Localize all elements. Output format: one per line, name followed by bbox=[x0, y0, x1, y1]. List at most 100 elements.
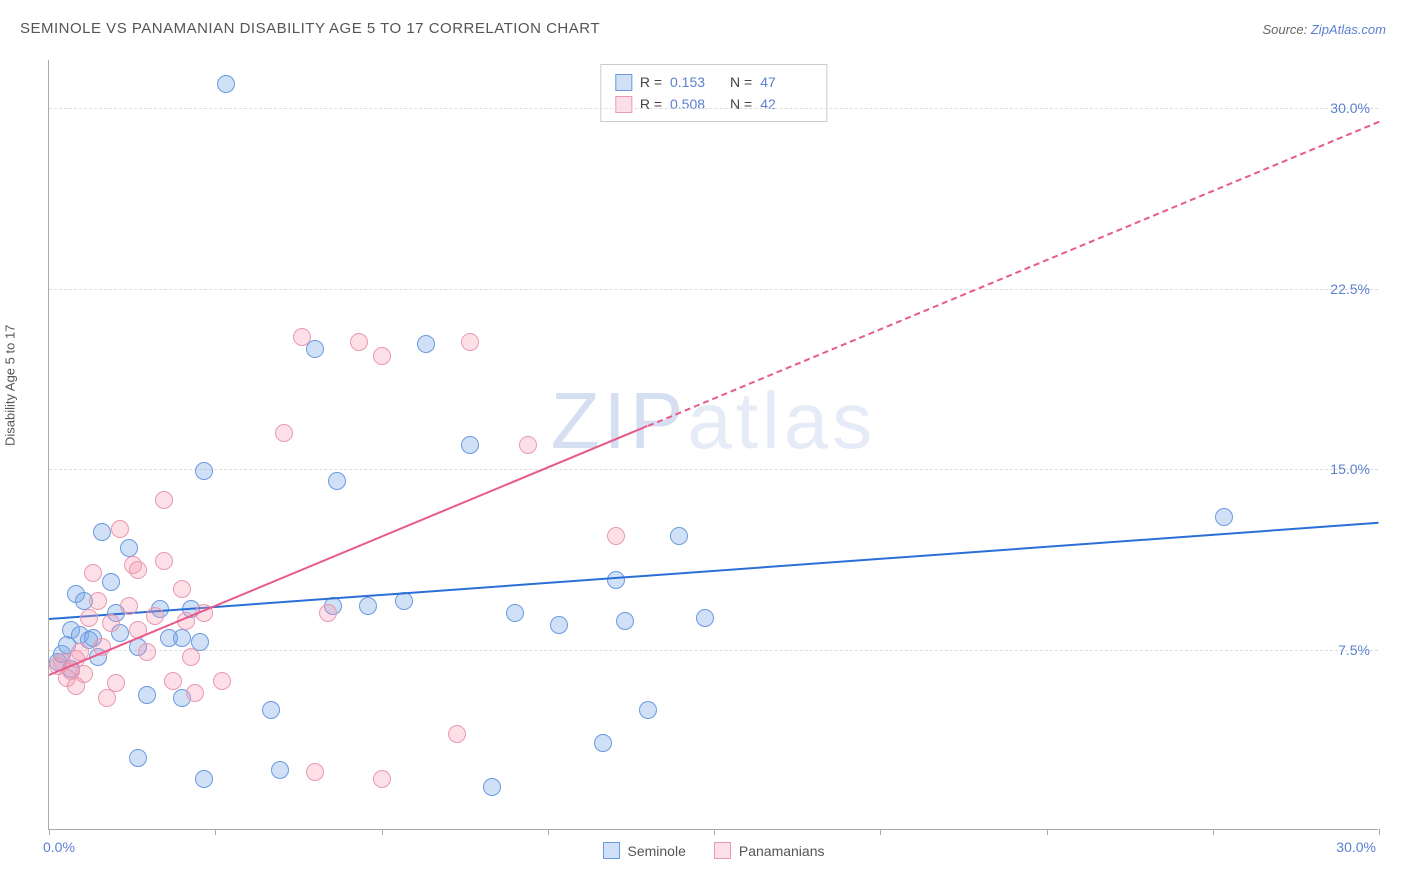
n-value: 47 bbox=[760, 74, 812, 90]
data-point-panamanian bbox=[173, 580, 191, 598]
data-point-panamanian bbox=[120, 597, 138, 615]
data-point-seminole bbox=[1215, 508, 1233, 526]
series-legend: Seminole Panamanians bbox=[603, 842, 825, 859]
data-point-panamanian bbox=[155, 491, 173, 509]
legend-swatch bbox=[615, 96, 632, 113]
y-tick-label: 7.5% bbox=[1338, 642, 1370, 658]
data-point-panamanian bbox=[213, 672, 231, 690]
legend-swatch bbox=[714, 842, 731, 859]
data-point-seminole bbox=[696, 609, 714, 627]
y-tick-label: 30.0% bbox=[1330, 100, 1370, 116]
data-point-seminole bbox=[639, 701, 657, 719]
data-point-panamanian bbox=[373, 347, 391, 365]
n-value: 42 bbox=[760, 96, 812, 112]
data-point-panamanian bbox=[607, 527, 625, 545]
data-point-panamanian bbox=[75, 665, 93, 683]
data-point-panamanian bbox=[102, 614, 120, 632]
data-point-seminole bbox=[461, 436, 479, 454]
x-tick bbox=[1213, 829, 1214, 835]
data-point-panamanian bbox=[461, 333, 479, 351]
data-point-panamanian bbox=[293, 328, 311, 346]
data-point-panamanian bbox=[182, 648, 200, 666]
data-point-seminole bbox=[616, 612, 634, 630]
series-legend-item-panamanian: Panamanians bbox=[714, 842, 825, 859]
legend-row-seminole: R = 0.153 N = 47 bbox=[615, 71, 812, 93]
data-point-seminole bbox=[328, 472, 346, 490]
chart-title: SEMINOLE VS PANAMANIAN DISABILITY AGE 5 … bbox=[20, 20, 600, 37]
source-link[interactable]: ZipAtlas.com bbox=[1311, 22, 1386, 37]
data-point-panamanian bbox=[89, 592, 107, 610]
data-point-panamanian bbox=[186, 684, 204, 702]
correlation-legend: R = 0.153 N = 47 R = 0.508 N = 42 bbox=[600, 64, 827, 122]
data-point-seminole bbox=[93, 523, 111, 541]
data-point-seminole bbox=[417, 335, 435, 353]
x-tick bbox=[49, 829, 50, 835]
data-point-seminole bbox=[395, 592, 413, 610]
gridline bbox=[49, 108, 1378, 109]
x-axis-end-label: 30.0% bbox=[1336, 839, 1376, 855]
data-point-panamanian bbox=[155, 552, 173, 570]
x-tick bbox=[1379, 829, 1380, 835]
data-point-seminole bbox=[129, 749, 147, 767]
data-point-seminole bbox=[217, 75, 235, 93]
data-point-seminole bbox=[271, 761, 289, 779]
data-point-seminole bbox=[594, 734, 612, 752]
legend-swatch bbox=[603, 842, 620, 859]
data-point-seminole bbox=[306, 340, 324, 358]
data-point-seminole bbox=[120, 539, 138, 557]
data-point-seminole bbox=[607, 571, 625, 589]
data-point-panamanian bbox=[319, 604, 337, 622]
x-tick bbox=[880, 829, 881, 835]
gridline bbox=[49, 469, 1378, 470]
data-point-panamanian bbox=[350, 333, 368, 351]
r-label: R = bbox=[640, 96, 662, 112]
series-label: Panamanians bbox=[739, 843, 825, 859]
data-point-seminole bbox=[670, 527, 688, 545]
gridline bbox=[49, 650, 1378, 651]
data-point-panamanian bbox=[80, 609, 98, 627]
watermark: ZIPatlas bbox=[551, 375, 876, 467]
trend-line bbox=[49, 522, 1379, 620]
series-label: Seminole bbox=[628, 843, 686, 859]
data-point-seminole bbox=[483, 778, 501, 796]
y-tick-label: 15.0% bbox=[1330, 461, 1370, 477]
data-point-seminole bbox=[195, 770, 213, 788]
data-point-panamanian bbox=[275, 424, 293, 442]
trend-line bbox=[647, 120, 1379, 426]
data-point-seminole bbox=[359, 597, 377, 615]
series-legend-item-seminole: Seminole bbox=[603, 842, 686, 859]
x-tick bbox=[1047, 829, 1048, 835]
data-point-panamanian bbox=[164, 672, 182, 690]
r-label: R = bbox=[640, 74, 662, 90]
data-point-panamanian bbox=[146, 607, 164, 625]
x-tick bbox=[714, 829, 715, 835]
legend-swatch bbox=[615, 74, 632, 91]
data-point-panamanian bbox=[111, 520, 129, 538]
n-label: N = bbox=[730, 74, 752, 90]
data-point-seminole bbox=[102, 573, 120, 591]
data-point-panamanian bbox=[138, 643, 156, 661]
x-axis-start-label: 0.0% bbox=[43, 839, 75, 855]
data-point-seminole bbox=[195, 462, 213, 480]
y-tick-label: 22.5% bbox=[1330, 281, 1370, 297]
r-value: 0.508 bbox=[670, 96, 722, 112]
data-point-panamanian bbox=[519, 436, 537, 454]
gridline bbox=[49, 289, 1378, 290]
data-point-panamanian bbox=[373, 770, 391, 788]
r-value: 0.153 bbox=[670, 74, 722, 90]
data-point-panamanian bbox=[84, 564, 102, 582]
data-point-seminole bbox=[138, 686, 156, 704]
plot-area: ZIPatlas R =0.153N =47R =0.508N =42 0.0%… bbox=[48, 60, 1378, 830]
y-axis-label: Disability Age 5 to 17 bbox=[3, 325, 18, 446]
data-point-panamanian bbox=[306, 763, 324, 781]
data-point-seminole bbox=[262, 701, 280, 719]
n-label: N = bbox=[730, 96, 752, 112]
data-point-panamanian bbox=[448, 725, 466, 743]
x-tick bbox=[548, 829, 549, 835]
data-point-panamanian bbox=[129, 561, 147, 579]
data-point-seminole bbox=[506, 604, 524, 622]
data-point-seminole bbox=[173, 629, 191, 647]
data-point-seminole bbox=[550, 616, 568, 634]
legend-row-panamanian: R = 0.508 N = 42 bbox=[615, 93, 812, 115]
x-tick bbox=[382, 829, 383, 835]
